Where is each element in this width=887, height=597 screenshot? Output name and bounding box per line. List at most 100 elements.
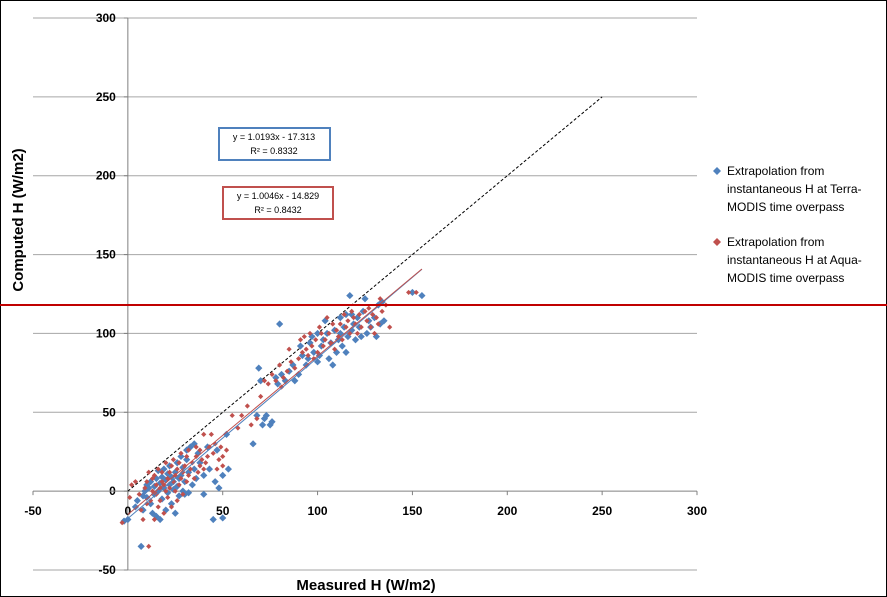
data-point-terra [205, 465, 214, 473]
data-point-aqua [193, 444, 199, 450]
data-point-terra [372, 332, 380, 341]
legend-item-terra: Extrapolation from instantaneous H at Te… [713, 164, 862, 214]
data-point-terra [148, 509, 157, 517]
data-point-terra [154, 487, 162, 495]
data-point-aqua [379, 308, 385, 314]
data-point-aqua [269, 371, 275, 378]
data-point-terra [274, 380, 282, 388]
data-point-aqua [197, 447, 203, 453]
data-point-aqua [347, 330, 353, 337]
data-point-aqua [341, 311, 347, 318]
data-point-terra [321, 317, 329, 325]
y-tick-label: 300 [96, 11, 116, 25]
trend-lines [127, 268, 423, 519]
data-point-aqua [296, 356, 302, 362]
data-point-terra [348, 310, 356, 319]
data-point-terra [131, 503, 140, 511]
data-point-terra [253, 411, 261, 420]
r2-terra: R² = 0.8332 [250, 146, 297, 156]
data-point-aqua [159, 469, 165, 475]
data-point-terra [137, 542, 145, 550]
data-point-terra [291, 377, 299, 385]
x-tick-label: 300 [687, 504, 707, 518]
data-point-aqua [201, 466, 207, 472]
one-to-one-line [127, 96, 603, 492]
data-point-aqua [301, 333, 307, 340]
data-point-aqua [168, 504, 175, 510]
data-point-terra [295, 370, 303, 379]
data-point-aqua [148, 498, 154, 504]
data-point-aqua [191, 475, 197, 482]
data-point-terra [272, 373, 280, 382]
data-point-terra [325, 355, 333, 363]
data-point-aqua [166, 469, 173, 475]
data-point-aqua [265, 381, 271, 387]
data-point-terra [152, 474, 160, 483]
data-point-aqua [132, 479, 139, 485]
data-point-aqua [288, 359, 294, 365]
data-point-terra [262, 411, 270, 420]
legend-label-aqua-line-3: MODIS time overpass [727, 271, 844, 285]
y-tick-label: 250 [96, 90, 116, 104]
data-point-aqua [322, 337, 328, 343]
data-point-aqua [343, 324, 349, 330]
data-point-terra [213, 446, 221, 454]
data-point-aqua [166, 485, 173, 491]
data-point-terra [258, 421, 267, 429]
data-point-aqua [220, 463, 226, 469]
data-point-aqua [313, 337, 319, 343]
y-tick-label: 200 [96, 169, 116, 183]
data-point-terra [177, 452, 185, 461]
data-point-terra [329, 361, 337, 369]
data-point-terra [209, 515, 217, 524]
data-point-aqua [328, 340, 334, 346]
data-point-aqua [337, 321, 343, 327]
data-point-terra [219, 514, 227, 522]
equation-terra: y = 1.0193x - 17.313 [233, 132, 315, 142]
data-point-aqua [254, 415, 260, 422]
legend-label-aqua-line-2: instantaneous H at Aqua- [727, 253, 862, 267]
data-point-aqua [146, 469, 152, 475]
y-tick-label: 100 [96, 326, 116, 340]
data-point-terra [336, 314, 344, 322]
data-point-terra [336, 329, 344, 338]
data-point-aqua [244, 403, 250, 409]
data-point-terra [346, 291, 354, 300]
data-point-aqua [297, 337, 304, 343]
y-tick-label: 50 [102, 405, 116, 419]
data-point-aqua [366, 305, 372, 311]
data-point-aqua [203, 460, 209, 466]
legend-marker-aqua [713, 238, 721, 246]
legend-marker-terra [713, 167, 721, 175]
data-point-aqua [320, 343, 326, 349]
data-point-terra [313, 329, 322, 338]
data-point-terra [171, 509, 179, 517]
data-point-terra [150, 482, 159, 491]
data-point-terra [257, 377, 265, 385]
data-point-aqua [280, 374, 287, 381]
data-point-terra [167, 500, 176, 508]
data-point-aqua [182, 463, 188, 469]
data-point-aqua [354, 330, 361, 337]
data-point-aqua [168, 463, 175, 469]
data-point-aqua [140, 516, 146, 523]
data-point-aqua [277, 362, 283, 368]
data-point-terra [167, 473, 176, 481]
data-point-aqua [248, 422, 254, 428]
data-point-aqua [185, 472, 192, 478]
grid-layer [33, 17, 697, 571]
data-point-aqua [330, 321, 336, 327]
data-point-aqua [216, 457, 222, 463]
data-point-aqua [119, 520, 125, 526]
data-point-terra [224, 465, 233, 473]
data-point-aqua [261, 378, 268, 384]
data-point-aqua [406, 289, 412, 296]
data-point-terra [164, 489, 172, 497]
data-point-aqua [318, 330, 324, 337]
data-point-aqua [299, 349, 305, 355]
x-tick-label: 50 [216, 504, 230, 518]
data-point-aqua [136, 491, 142, 497]
data-point-terra [310, 348, 318, 356]
data-point-aqua [208, 431, 214, 437]
